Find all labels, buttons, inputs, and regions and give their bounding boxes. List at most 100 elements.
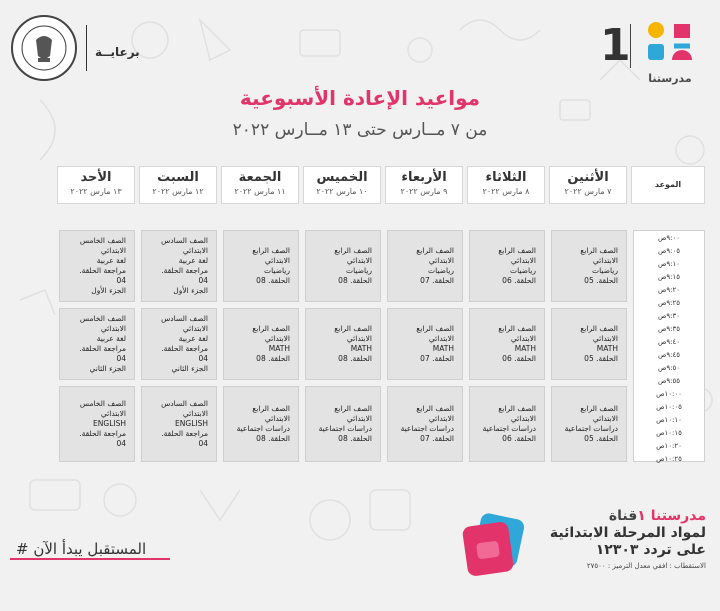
schedule-cell: الصف الرابع الابتدائي رياضيات الحلقة. 07	[387, 230, 463, 302]
time-slot: ١٠:٠٠ص	[656, 390, 682, 398]
brand-divider	[630, 24, 631, 68]
cell-line: مراجعة الحلقة. 04	[79, 344, 126, 363]
cell-line: مراجعة الحلقة. 04	[79, 429, 126, 448]
cell-line: الحلقة. 05	[584, 434, 618, 443]
cell-line: الصف الرابع الابتدائي	[416, 324, 454, 343]
sponsor-divider	[86, 25, 87, 71]
cell-line: الصف الخامس الابتدائي	[79, 236, 126, 255]
brand-shapes-icon	[648, 22, 692, 60]
day-date: ١٢ مارس ٢٠٢٢	[152, 187, 204, 196]
cell-line: الحلقة. 06	[502, 276, 536, 285]
cell-line: الحلقة. 08	[256, 434, 290, 443]
cell-line: الصف الرابع الابتدائي	[498, 324, 536, 343]
cell-line: الجزء الثاني	[89, 364, 126, 373]
schedule-cell: الصف الخامس الابتدائي ENGLISH مراجعة الحلق…	[59, 386, 135, 462]
cell-line: الحلقة. 07	[420, 276, 454, 285]
cell-line: الصف الخامس الابتدائي	[79, 314, 126, 333]
time-header: الموعد	[654, 180, 682, 189]
schedule-cell: الصف السادس الابتدائي ENGLISH مراجعة الحلق…	[141, 386, 217, 462]
time-slot: ١٠:٢٥ص	[656, 455, 682, 463]
cell-line: ENGLISH	[175, 419, 208, 428]
time-slot: ٩:٤٥ص	[657, 351, 681, 359]
day-name: الأحد	[80, 170, 112, 185]
cell-line: MATH	[432, 344, 454, 353]
channel-prefix: قناة	[608, 508, 638, 524]
cell-line: الصف الرابع الابتدائي	[252, 324, 290, 343]
cell-line: دراسات اجتماعية	[400, 424, 454, 433]
cell-line: الصف الرابع الابتدائي	[416, 246, 454, 265]
cell-line: دراسات اجتماعية	[318, 424, 372, 433]
day-date: ١٠ مارس ٢٠٢٢	[316, 187, 368, 196]
schedule-cell: الصف الرابع الابتدائي رياضيات الحلقة. 08	[305, 230, 381, 302]
schedule-cell: الصف الرابع الابتدائي MATH الحلقة. 08	[305, 308, 381, 380]
schedule-cell: الصف الخامس الابتدائي لغة عربية مراجعة الح…	[59, 230, 135, 302]
time-slot: ١٠:٢٠ص	[656, 442, 682, 450]
sponsor-label: برعايــة	[95, 45, 140, 59]
cell-line: الصف الرابع الابتدائي	[334, 404, 372, 423]
cell-line: لغة عربية	[96, 334, 126, 343]
day-date: ١١ مارس ٢٠٢٢	[234, 187, 286, 196]
slogan-underline	[10, 558, 170, 560]
cell-line: مراجعة الحلقة. 04	[79, 266, 126, 285]
cell-line: الصف السادس الابتدائي	[161, 236, 208, 255]
channel-subject: لمواد المرحلة الابتدائية	[549, 525, 706, 541]
cell-line: الصف الخامس الابتدائي	[79, 399, 126, 418]
time-slot: ٩:٣٠ص	[657, 312, 681, 320]
cell-line: الصف الرابع الابتدائي	[416, 404, 454, 423]
hashtag-slogan: # المستقبل يبدأ الآن	[16, 540, 147, 558]
schedule-cell: الصف السادس الابتدائي لغة عربية مراجعة الح…	[141, 230, 217, 302]
channel-title: مدرستنا ١قناة	[486, 508, 706, 524]
cell-line: رياضيات	[428, 266, 454, 275]
cell-line: رياضيات	[264, 266, 290, 275]
time-slot: ٩:٢٠ص	[657, 286, 681, 294]
cell-line: دراسات اجتماعية	[482, 424, 536, 433]
time-slot: ٩:٢٥ص	[657, 299, 681, 307]
cell-line: الصف الرابع الابتدائي	[498, 246, 536, 265]
schedule-cell: الصف الخامس الابتدائي لغة عربية مراجعة الح…	[59, 308, 135, 380]
cell-line: الحلقة. 08	[338, 276, 372, 285]
brand-number: 1	[600, 20, 631, 71]
cell-line: الصف الرابع الابتدائي	[334, 324, 372, 343]
time-slot: ٩:٣٥ص	[657, 325, 681, 333]
cell-line: الصف السادس الابتدائي	[161, 314, 208, 333]
schedule-cell: الصف الرابع الابتدائي MATH الحلقة. 06	[469, 308, 545, 380]
cell-line: الصف الرابع الابتدائي	[580, 246, 618, 265]
page-subtitle: من ٧ مــارس حتى ١٣ مــارس ٢٠٢٢	[232, 120, 488, 140]
cell-line: MATH	[350, 344, 372, 353]
cell-line: مراجعة الحلقة. 04	[161, 344, 208, 363]
time-header-cell: الموعد	[631, 166, 705, 204]
schedule-cell: الصف الرابع الابتدائي دراسات اجتماعية الحل…	[387, 386, 463, 462]
schedule-cell: الصف الرابع الابتدائي رياضيات الحلقة. 05	[551, 230, 627, 302]
channel-polarization: الاستقطاب : افقي معدل الترميز : ٢٧٥٠٠	[586, 562, 706, 570]
cell-line: رياضيات	[592, 266, 618, 275]
day-header-thursday: الخميس ١٠ مارس ٢٠٢٢	[303, 166, 381, 204]
day-date: ٨ مارس ٢٠٢٢	[482, 187, 530, 196]
cell-line: الحلقة. 06	[502, 434, 536, 443]
time-slot: ١٠:١٠ص	[656, 416, 682, 424]
schedule-cell: الصف الرابع الابتدائي دراسات اجتماعية الحل…	[551, 386, 627, 462]
cell-line: الحلقة. 05	[584, 276, 618, 285]
schedule-cell: الصف الرابع الابتدائي MATH الحلقة. 08	[223, 308, 299, 380]
schedule-cell: الصف الرابع الابتدائي دراسات اجتماعية الحل…	[469, 386, 545, 462]
cell-line: الصف الرابع الابتدائي	[580, 404, 618, 423]
brand-name: مدرستنا	[648, 72, 692, 85]
channel-frequency: على تردد ١٢٣٠٣	[595, 542, 706, 558]
day-name: الثلاثاء	[485, 170, 527, 185]
school-bag-icon	[462, 513, 525, 576]
day-header-monday: الأثنين ٧ مارس ٢٠٢٢	[549, 166, 627, 204]
time-slot: ٩:٠٥ص	[657, 247, 681, 255]
day-name: الخميس	[316, 170, 368, 185]
day-name: السبت	[157, 170, 199, 185]
cell-line: الحلقة. 07	[420, 354, 454, 363]
day-header-wednesday: الأربعاء ٩ مارس ٢٠٢٢	[385, 166, 463, 204]
ministry-seal-icon	[11, 15, 77, 81]
day-name: الأثنين	[567, 170, 609, 185]
time-slot: ٩:١٠ص	[657, 260, 681, 268]
day-header-tuesday: الثلاثاء ٨ مارس ٢٠٢٢	[467, 166, 545, 204]
schedule-cell: الصف الرابع الابتدائي MATH الحلقة. 07	[387, 308, 463, 380]
day-header-friday: الجمعة ١١ مارس ٢٠٢٢	[221, 166, 299, 204]
day-name: الأربعاء	[401, 170, 447, 185]
day-date: ٧ مارس ٢٠٢٢	[564, 187, 612, 196]
cell-line: الصف السادس الابتدائي	[161, 399, 208, 418]
schedule-cell: الصف الرابع الابتدائي رياضيات الحلقة. 08	[223, 230, 299, 302]
